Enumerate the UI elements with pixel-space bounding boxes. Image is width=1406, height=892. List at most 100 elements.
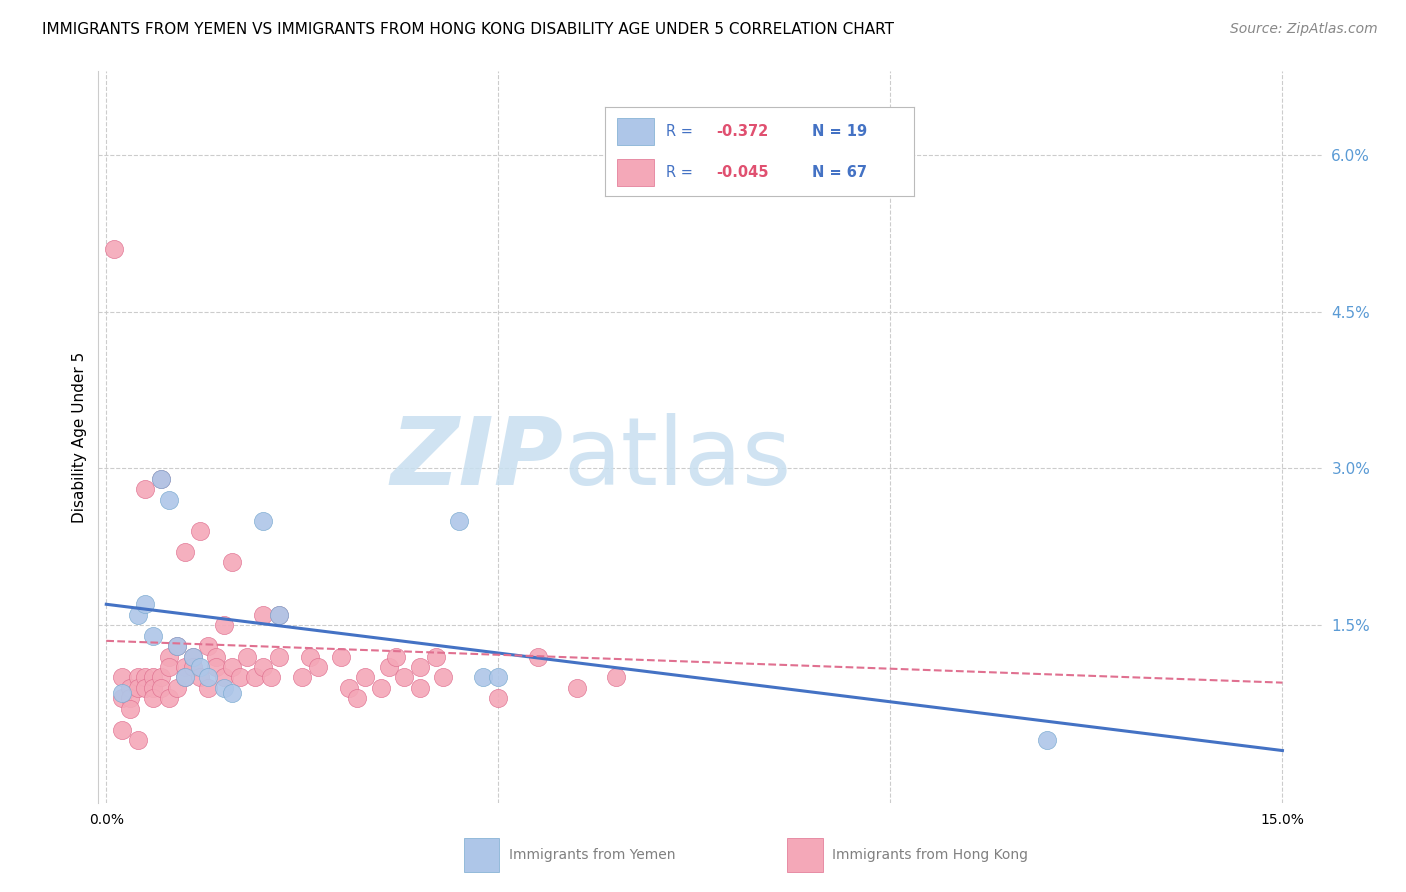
Point <box>188 670 212 684</box>
Point <box>134 670 156 684</box>
Text: IMMIGRANTS FROM YEMEN VS IMMIGRANTS FROM HONG KONG DISABILITY AGE UNDER 5 CORREL: IMMIGRANTS FROM YEMEN VS IMMIGRANTS FROM… <box>42 22 894 37</box>
Point <box>134 483 156 497</box>
Point <box>197 670 219 684</box>
Point <box>267 607 290 622</box>
Point <box>166 639 188 653</box>
Point <box>103 242 125 256</box>
Point <box>173 670 195 684</box>
Point <box>267 607 290 622</box>
Point <box>307 660 329 674</box>
Point <box>173 545 195 559</box>
Point <box>212 618 235 632</box>
Point <box>150 472 173 486</box>
Text: atlas: atlas <box>564 413 792 505</box>
Text: Immigrants from Hong Kong: Immigrants from Hong Kong <box>832 848 1028 863</box>
Point <box>346 691 368 706</box>
Point <box>385 649 408 664</box>
Point <box>127 607 149 622</box>
Y-axis label: Disability Age Under 5: Disability Age Under 5 <box>72 351 87 523</box>
Point <box>409 660 432 674</box>
Point <box>157 691 180 706</box>
Point <box>221 686 243 700</box>
Point <box>142 681 165 695</box>
Point <box>134 597 156 611</box>
Point <box>212 681 235 695</box>
Point <box>111 686 134 700</box>
Point <box>118 681 141 695</box>
Point <box>1036 733 1059 747</box>
Point <box>425 649 447 664</box>
Point <box>370 681 392 695</box>
Point <box>127 670 149 684</box>
Point <box>228 670 250 684</box>
Point <box>252 607 274 622</box>
Point <box>181 649 204 664</box>
FancyBboxPatch shape <box>617 159 654 186</box>
Point <box>173 660 195 674</box>
Point <box>245 670 267 684</box>
Point <box>157 492 180 507</box>
Text: R =: R = <box>666 165 693 179</box>
Point <box>212 670 235 684</box>
Text: Immigrants from Yemen: Immigrants from Yemen <box>509 848 675 863</box>
Point <box>181 649 204 664</box>
Point <box>449 514 471 528</box>
Point <box>377 660 399 674</box>
Point <box>486 670 509 684</box>
Point <box>188 524 212 538</box>
Point <box>299 649 322 664</box>
Point <box>409 681 432 695</box>
Text: N = 19: N = 19 <box>811 124 868 138</box>
Point <box>118 691 141 706</box>
Point <box>150 472 173 486</box>
Point <box>252 660 274 674</box>
Point <box>142 691 165 706</box>
Point <box>221 660 243 674</box>
Text: R =: R = <box>666 124 693 138</box>
Point <box>605 670 627 684</box>
Point <box>166 681 188 695</box>
Point <box>221 556 243 570</box>
Point <box>142 670 165 684</box>
Point <box>150 670 173 684</box>
Point <box>173 670 195 684</box>
Point <box>157 649 180 664</box>
Point <box>392 670 416 684</box>
Point <box>205 649 228 664</box>
Point <box>166 639 188 653</box>
FancyBboxPatch shape <box>617 118 654 145</box>
Point <box>111 691 134 706</box>
Text: -0.372: -0.372 <box>716 124 768 138</box>
Point <box>111 723 134 737</box>
Point <box>526 649 548 664</box>
Point <box>486 691 509 706</box>
Point <box>157 660 180 674</box>
Point <box>432 670 454 684</box>
Point <box>337 681 360 695</box>
Point <box>134 681 156 695</box>
Point <box>111 670 134 684</box>
Text: -0.045: -0.045 <box>716 165 769 179</box>
Text: N = 67: N = 67 <box>811 165 868 179</box>
Point <box>197 681 219 695</box>
Point <box>127 733 149 747</box>
Point <box>205 660 228 674</box>
Point <box>252 514 274 528</box>
Point <box>354 670 377 684</box>
Point <box>188 660 212 674</box>
Point <box>330 649 353 664</box>
Point <box>118 702 141 716</box>
Point <box>267 649 290 664</box>
Point <box>471 670 494 684</box>
Point <box>197 639 219 653</box>
Text: ZIP: ZIP <box>391 413 564 505</box>
Point <box>291 670 314 684</box>
Point <box>565 681 588 695</box>
Point <box>236 649 259 664</box>
Point <box>150 681 173 695</box>
Point <box>127 681 149 695</box>
Point <box>260 670 283 684</box>
Point <box>142 629 165 643</box>
Text: Source: ZipAtlas.com: Source: ZipAtlas.com <box>1230 22 1378 37</box>
Point <box>181 660 204 674</box>
